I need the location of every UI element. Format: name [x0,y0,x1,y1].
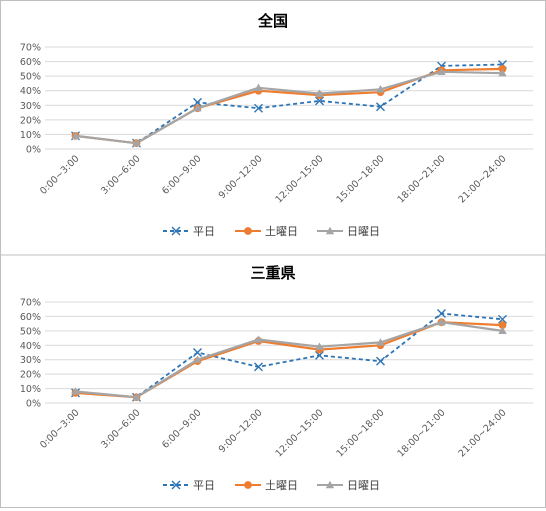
chart2-data-point [498,326,507,335]
chart1-y-tick-label: 30% [20,101,41,112]
chart2-legend-marker-3 [325,480,335,489]
chart1-x-tick-label: 12:00~15:00 [273,153,325,205]
chart2-y-tick-label: 10% [20,384,41,395]
chart1-x-tick-label: 9:00~12:00 [217,153,265,201]
chart1-data-point [132,138,141,147]
chart1-x-tick-label: 15:00~18:00 [334,153,386,205]
chart2-data-point [376,356,385,366]
chart1-data-point [193,104,202,112]
chart2-data-point [254,362,263,372]
chart2-data-point [71,387,80,395]
chart1-series-line-3 [75,70,503,145]
chart1-data-point [193,97,202,107]
chart2-legend-label-1: 平日 [193,479,215,492]
chart1-title: 全国 [257,12,288,30]
chart1-legend-marker-1 [171,226,181,236]
chart1-data-point [315,89,324,97]
chart2-x-tick-label: 12:00~15:00 [273,407,325,459]
chart1-data-point [71,131,80,140]
chart1-legend-label-3: 日曜日 [347,225,380,238]
chart1-data-point [315,96,324,106]
chart1-x-tick-label: 3:00~6:00 [99,153,143,197]
chart1-y-tick-label: 40% [20,86,41,97]
chart2-y-tick-label: 60% [20,312,41,323]
chart2-data-point [132,393,141,401]
chart1-data-point [498,69,507,77]
chart2-y-tick-label: 40% [20,341,41,352]
chart2-data-point [193,355,202,363]
chart1-x-tick-label: 0:00~3:00 [38,153,82,197]
chart1-data-point [376,102,385,112]
chart1-legend-marker-2 [244,227,252,235]
chart2-y-tick-label: 70% [20,298,41,309]
chart1-data-point [254,83,263,91]
chart2-legend-marker-1 [171,480,181,490]
chart2-x-tick-label: 18:00~21:00 [395,407,447,459]
chart2-title: 三重県 [250,264,295,282]
chart2-data-point [315,350,324,360]
chart1-y-tick-label: 20% [20,115,41,126]
chart1-legend-label-1: 平日 [193,225,215,238]
chart1-legend-marker-3 [325,226,335,235]
chart2-x-tick-label: 15:00~18:00 [334,407,386,459]
chart2-data-point [437,309,446,319]
chart2-data-point [437,318,446,326]
chart1-data-point [437,67,446,75]
chart1-series-line-2 [75,67,503,145]
chart2-legend-marker-2 [244,481,252,489]
chart2-data-point [376,338,385,346]
chart2-series-line-3 [75,321,503,399]
chart2-x-tick-label: 6:00~9:00 [160,407,204,451]
chart2-x-tick-label: 3:00~6:00 [99,407,143,451]
chart1-y-tick-label: 50% [20,72,41,83]
chart2-legend-label-3: 日曜日 [347,479,380,492]
chart1-x-tick-label: 21:00~24:00 [456,153,508,205]
chart2-y-tick-label: 30% [20,355,41,366]
chart1-x-tick-label: 6:00~9:00 [160,153,204,197]
chart2-data-point [315,342,324,350]
chart2-x-tick-label: 0:00~3:00 [38,407,82,451]
chart1-legend-label-2: 土曜日 [265,225,298,238]
chart1-y-tick-label: 60% [20,57,41,68]
chart2-y-tick-label: 50% [20,326,41,337]
chart1-y-tick-label: 70% [20,43,41,54]
chart2-x-tick-label: 9:00~12:00 [217,407,265,455]
chart2-x-tick-label: 21:00~24:00 [456,407,508,459]
chart2-series-line-1 [75,312,503,399]
chart1-data-point [254,103,263,113]
chart2-y-tick-label: 0% [26,399,41,410]
chart1-data-point [376,85,385,93]
chart1-x-tick-label: 18:00~21:00 [395,153,447,205]
chart2-y-tick-label: 20% [20,370,41,381]
chart2-data-point [193,348,202,357]
chart1-y-tick-label: 10% [20,130,41,141]
chart2-data-point [498,314,507,324]
chart1-y-tick-label: 0% [26,145,41,156]
chart2-legend-label-2: 土曜日 [265,479,298,492]
chart2-data-point [254,335,263,343]
